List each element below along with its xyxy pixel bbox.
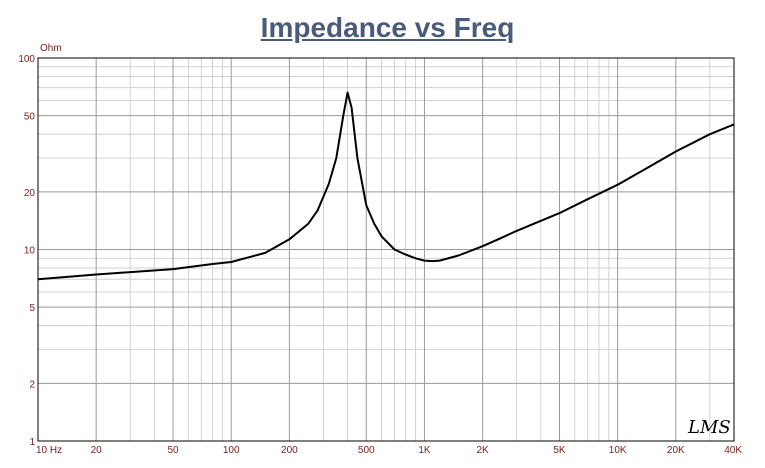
impedance-curve — [37, 91, 735, 281]
y-unit-label: Ohm — [40, 43, 62, 54]
y-tick-label: 50 — [24, 112, 36, 123]
x-tick-label: 50 — [167, 445, 179, 456]
x-tick-label: 10K — [609, 445, 627, 456]
y-tick-label: 100 — [18, 54, 35, 65]
major-grid — [38, 58, 734, 441]
y-tick-label: 20 — [24, 188, 36, 199]
plot-border — [37, 57, 735, 442]
chart-title: Impedance vs Freq — [260, 12, 515, 43]
tick-labels: 1 2 5 10 20 50 100 10 Hz 20 50 100 200 500 1K 2K 5K 10K 2… — [18, 54, 742, 456]
x-tick-label: 1K — [418, 445, 431, 456]
x-tick-label: 20 — [91, 445, 103, 456]
x-tick-label: 10 Hz — [36, 445, 62, 456]
x-tick-label: 40K — [724, 445, 742, 456]
x-tick-label: 200 — [281, 445, 298, 456]
x-tick-label: 100 — [223, 445, 240, 456]
y-tick-label: 5 — [29, 303, 35, 314]
y-tick-label: 1 — [29, 437, 35, 448]
y-tick-label: 2 — [29, 379, 35, 390]
x-tick-label: 2K — [476, 445, 489, 456]
x-tick-label: 20K — [667, 445, 685, 456]
y-tick-label: 10 — [24, 246, 36, 257]
x-tick-label: 500 — [358, 445, 375, 456]
x-tick-label: 5K — [553, 445, 566, 456]
lms-logo: LMS — [687, 417, 731, 438]
